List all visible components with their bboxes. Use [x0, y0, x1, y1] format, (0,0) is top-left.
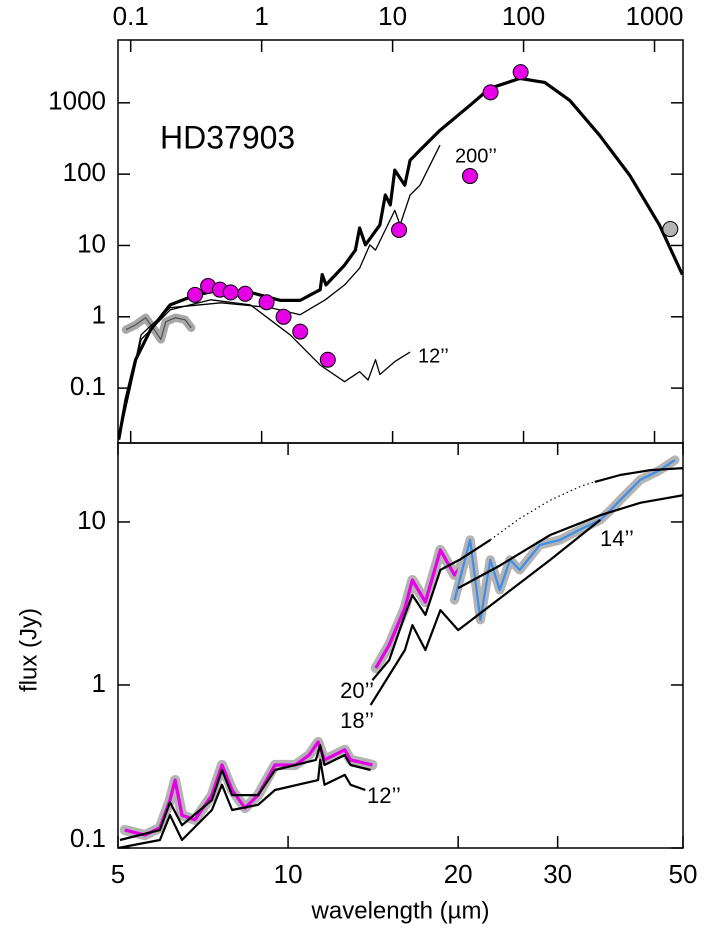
data-point — [512, 64, 529, 81]
annotation: 12’’ — [418, 345, 449, 367]
x-tick-label: 50 — [669, 859, 698, 889]
spectrum-line — [118, 299, 411, 440]
plot-area — [118, 455, 683, 848]
spectrum-line — [369, 519, 601, 706]
annotation: 18’’ — [340, 708, 374, 733]
annotation: 200’’ — [455, 145, 497, 167]
x-tick-label: 30 — [543, 859, 572, 889]
spectrum-line — [119, 538, 491, 842]
spectrum-line — [594, 467, 683, 483]
annotation: 12’’ — [367, 783, 401, 808]
data-point — [462, 168, 479, 185]
annotation: 14’’ — [600, 526, 634, 551]
spectrum-line — [125, 317, 192, 341]
error-band — [449, 455, 680, 625]
spectrum-line — [457, 494, 683, 590]
annotation: HD37903 — [160, 119, 295, 155]
plot-frame — [117, 39, 684, 444]
y-tick-label: 1 — [92, 300, 106, 330]
y-tick-label: 1000 — [48, 86, 106, 116]
y-tick-label: 10 — [77, 505, 106, 535]
y-tick-label: 1 — [92, 668, 106, 698]
data-point — [275, 308, 292, 325]
y-tick-label: 10 — [77, 228, 106, 258]
x-axis-label: wavelength (µm) — [311, 897, 490, 924]
data-point — [319, 351, 336, 368]
data-point — [222, 284, 239, 301]
x-tick-label: 10 — [274, 859, 303, 889]
y-tick-label: 0.1 — [70, 371, 106, 401]
annotation: 20’’ — [340, 678, 374, 703]
y-axis-label: flux (Jy) — [15, 608, 42, 692]
data-point — [237, 285, 254, 302]
data-point — [662, 221, 679, 238]
spectrum-line — [118, 758, 366, 848]
x-tick-label: 0.1 — [113, 1, 149, 31]
x-tick-label: 1000 — [626, 1, 684, 31]
data-point — [258, 294, 275, 311]
panel: 5 10 20 30 50 0.1 1 10 20’’ 18’’ 12’’ 14’’ wavelengt… — [15, 442, 698, 924]
x-tick-label: 100 — [502, 1, 545, 31]
panel: 0.1 1 10 100 1000 0.1 1 10 100 1000 HD37903 200’’ 12… — [48, 1, 684, 444]
error-band — [119, 544, 467, 841]
data-point — [292, 323, 309, 340]
plot-frame — [117, 442, 684, 849]
spectrum-line — [118, 144, 441, 440]
x-tick-label: 10 — [378, 1, 407, 31]
data-point — [482, 84, 499, 101]
data-point — [187, 286, 204, 303]
x-tick-label: 20 — [444, 859, 473, 889]
spectrum-line — [453, 459, 676, 621]
y-tick-label: 0.1 — [70, 823, 106, 853]
y-tick-label: 100 — [63, 157, 106, 187]
x-tick-label: 1 — [254, 1, 268, 31]
x-tick-label: 5 — [111, 859, 125, 889]
data-point — [391, 221, 408, 238]
